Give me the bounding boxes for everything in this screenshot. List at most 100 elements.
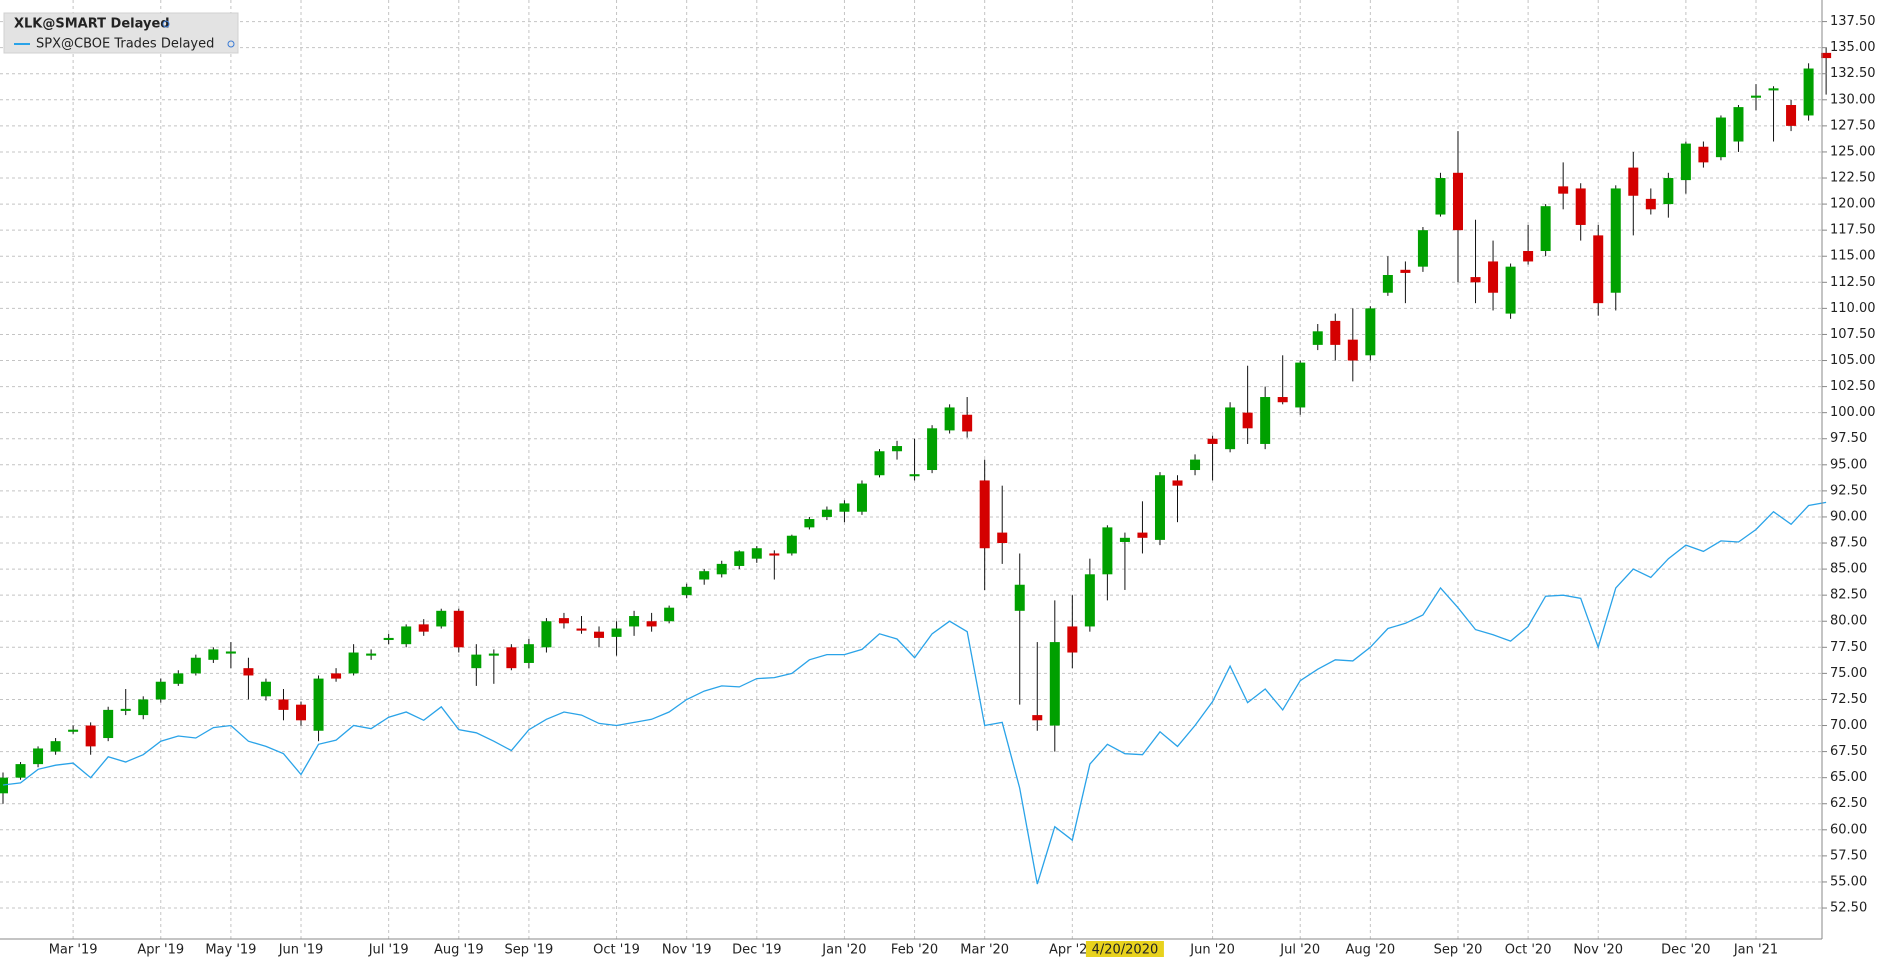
candle-body xyxy=(909,474,920,477)
legend-icon[interactable] xyxy=(227,40,235,48)
y-tick-label: 127.50 xyxy=(1830,118,1876,133)
y-tick-label: 82.50 xyxy=(1830,588,1867,603)
grid xyxy=(0,0,1822,939)
candle-body xyxy=(1225,407,1236,450)
candle-body xyxy=(804,519,815,528)
candle-body xyxy=(962,414,973,432)
candle-body xyxy=(576,628,587,631)
candle-body xyxy=(1733,107,1744,142)
x-tick-label: Apr '20 xyxy=(1049,943,1096,957)
candle-body xyxy=(1049,642,1060,726)
candle-body xyxy=(471,654,482,669)
candle-body xyxy=(1190,459,1201,471)
y-tick-label: 110.00 xyxy=(1830,301,1876,316)
candle-body xyxy=(541,621,552,648)
candle-body xyxy=(103,709,114,739)
y-tick-label: 77.50 xyxy=(1830,640,1867,655)
candle-body xyxy=(418,624,429,632)
x-tick-label: Nov '20 xyxy=(1573,943,1623,957)
candle-body xyxy=(225,651,236,654)
y-tick-label: 120.00 xyxy=(1830,197,1876,212)
x-tick-label: Apr '19 xyxy=(137,943,184,957)
candle-body xyxy=(401,626,412,645)
x-tick-label: Sep '20 xyxy=(1434,943,1483,957)
candle-body xyxy=(997,532,1008,544)
candle-body xyxy=(716,563,727,575)
y-tick-label: 115.00 xyxy=(1830,249,1876,264)
candle-body xyxy=(488,653,499,656)
y-tick-label: 72.50 xyxy=(1830,692,1867,707)
candle-body xyxy=(208,649,219,660)
candle-body xyxy=(1768,88,1779,91)
candle-body xyxy=(1575,188,1586,225)
candle-body xyxy=(331,673,342,679)
x-tick-label: Aug '19 xyxy=(434,943,484,957)
candle-body xyxy=(944,407,955,431)
x-tick-label: Nov '19 xyxy=(662,943,712,957)
candle-body xyxy=(296,704,307,721)
candle-body xyxy=(1277,397,1288,403)
x-tick-label: Jul '19 xyxy=(368,943,409,957)
y-tick-label: 117.50 xyxy=(1830,223,1876,238)
candle-body xyxy=(1786,105,1797,126)
candle-body xyxy=(506,647,517,669)
y-tick-label: 67.50 xyxy=(1830,744,1867,759)
y-tick-label: 90.00 xyxy=(1830,509,1867,524)
y-tick-label: 60.00 xyxy=(1830,822,1867,837)
candle-body xyxy=(1154,475,1165,540)
candle-body xyxy=(155,681,166,700)
x-tick-label: May '19 xyxy=(205,943,256,957)
candle-body xyxy=(927,428,938,471)
candle-body xyxy=(664,607,675,622)
candle-body xyxy=(1488,261,1499,293)
legend-entry: SPX@CBOE Trades Delayed xyxy=(36,37,214,52)
candle-body xyxy=(839,503,850,512)
candle-body xyxy=(1540,206,1551,252)
candle-body xyxy=(1558,186,1569,194)
candle-body xyxy=(278,699,289,710)
y-tick-label: 135.00 xyxy=(1830,40,1876,55)
x-tick-label: Jun '20 xyxy=(1189,943,1235,957)
candle-body xyxy=(786,535,797,554)
candle-body xyxy=(260,681,271,697)
candle-body xyxy=(1295,362,1306,408)
y-tick-label: 57.50 xyxy=(1830,848,1867,863)
candle-body xyxy=(1242,412,1253,429)
y-tick-label: 105.00 xyxy=(1830,353,1876,368)
candle-body xyxy=(699,571,710,580)
y-tick-label: 55.00 xyxy=(1830,874,1867,889)
candle-body xyxy=(1400,269,1411,273)
candle-body xyxy=(1821,52,1832,59)
candle-body xyxy=(313,678,324,731)
x-tick-label: Aug '20 xyxy=(1346,943,1396,957)
crosshair-label-bg xyxy=(1085,941,1164,957)
legend-icon[interactable] xyxy=(162,20,170,28)
candle-body xyxy=(594,631,605,638)
y-tick-label: 122.50 xyxy=(1830,171,1876,186)
candle-body xyxy=(523,644,534,663)
candle-body xyxy=(1102,527,1113,575)
legend-box xyxy=(3,12,239,54)
candle-body xyxy=(856,483,867,512)
candle-body xyxy=(1330,320,1341,345)
candle-body xyxy=(646,621,657,627)
y-tick-label: 70.00 xyxy=(1830,718,1867,733)
candle-body xyxy=(1523,251,1534,262)
x-tick-label: Dec '20 xyxy=(1661,943,1710,957)
y-tick-label: 80.00 xyxy=(1830,614,1867,629)
candle-body xyxy=(1014,584,1025,611)
x-tick-label: Sep '19 xyxy=(505,943,554,957)
candle-body xyxy=(1207,438,1218,444)
candle-body xyxy=(1382,275,1393,293)
x-tick-label: Dec '19 xyxy=(732,943,781,957)
candle-body xyxy=(1067,626,1078,653)
candle-body xyxy=(821,509,832,517)
x-tick-label: Jan '21 xyxy=(1733,943,1778,957)
candle-body xyxy=(979,480,990,549)
plot xyxy=(0,47,1832,885)
candle-body xyxy=(1435,178,1446,215)
candle-body xyxy=(1751,95,1761,98)
candle-body xyxy=(1470,277,1481,283)
x-tick-label: Jul '20 xyxy=(1279,943,1320,957)
